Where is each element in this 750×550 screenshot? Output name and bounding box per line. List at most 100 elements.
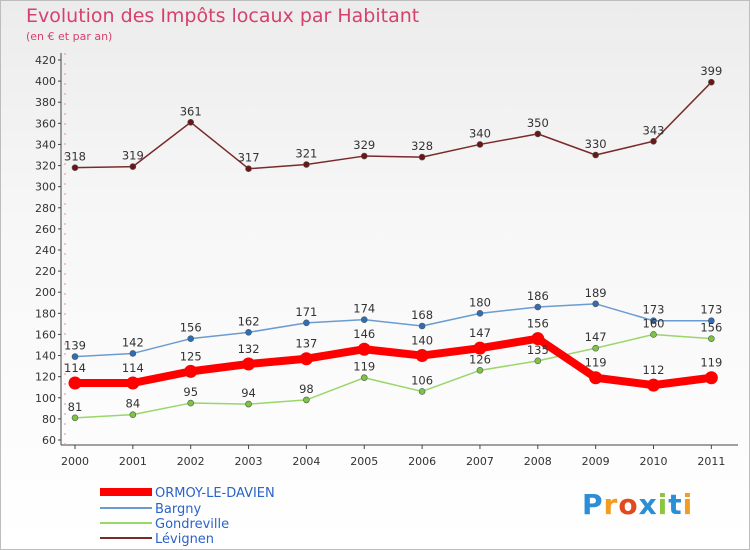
data-point [187, 335, 194, 342]
data-label: 343 [643, 123, 665, 137]
data-point [303, 396, 310, 404]
data-label: 84 [126, 397, 141, 411]
data-label: 174 [353, 302, 375, 316]
y-tick-label: 340 [35, 138, 56, 151]
data-label: 361 [180, 104, 202, 118]
y-tick-label: 140 [35, 350, 56, 363]
data-point [68, 376, 82, 390]
legend-label: Gondreville [155, 517, 229, 532]
data-label: 189 [585, 286, 607, 300]
y-tick-label: 200 [35, 286, 56, 299]
data-label: 132 [238, 342, 260, 356]
data-label: 114 [122, 361, 144, 375]
data-label: 329 [353, 138, 375, 152]
x-tick-label: 2005 [350, 455, 378, 468]
data-point [126, 376, 140, 390]
x-tick-label: 2009 [582, 455, 610, 468]
series-line-lévignen [74, 81, 713, 170]
data-point [71, 164, 79, 171]
data-point [129, 411, 137, 418]
chart-subtitle: (en € et par an) [26, 30, 113, 43]
data-point [418, 322, 426, 330]
data-point [650, 331, 657, 338]
legend-label: ORMOY-LE-DAVIEN [155, 486, 275, 501]
data-point [187, 399, 194, 407]
x-tick-label: 2006 [408, 455, 436, 468]
y-tick-label: 280 [35, 202, 56, 215]
data-label: 126 [469, 352, 491, 366]
data-point [534, 303, 542, 311]
data-point [303, 161, 310, 168]
data-point [245, 400, 252, 408]
data-point [708, 317, 715, 325]
data-label: 340 [469, 126, 491, 140]
data-label: 112 [643, 363, 665, 377]
data-label: 319 [122, 149, 144, 163]
data-point [418, 388, 426, 395]
y-tick-label: 300 [35, 181, 56, 194]
data-point [187, 118, 194, 126]
data-label: 399 [700, 64, 722, 78]
data-point [129, 350, 137, 357]
data-point [360, 316, 368, 323]
x-tick-label: 2002 [177, 455, 205, 468]
x-tick-label: 2010 [640, 455, 668, 468]
y-tick-label: 60 [42, 434, 56, 447]
data-label: 114 [64, 361, 86, 375]
data-point [71, 353, 79, 360]
y-tick-label: 120 [35, 371, 56, 384]
data-label: 156 [527, 317, 549, 331]
data-label: 156 [700, 321, 722, 335]
x-tick-label: 2007 [466, 455, 494, 468]
y-tick-label: 320 [35, 160, 56, 173]
data-label: 142 [122, 335, 144, 349]
series-line-gondreville [74, 333, 713, 419]
legend-label: Bargny [155, 502, 201, 517]
data-label: 139 [64, 339, 86, 353]
data-label: 95 [183, 385, 198, 399]
data-label: 106 [411, 373, 433, 387]
data-point [650, 317, 657, 325]
data-point [473, 341, 487, 355]
data-point [592, 344, 599, 352]
data-point [357, 342, 371, 356]
data-label: 350 [527, 116, 549, 130]
data-label: 321 [295, 147, 317, 161]
data-label: 125 [180, 349, 202, 363]
x-tick-label: 2008 [524, 455, 552, 468]
chart-title: Evolution des Impôts locaux par Habitant [26, 5, 420, 27]
data-point [592, 151, 599, 159]
data-point [476, 367, 484, 374]
data-point [129, 163, 137, 170]
data-label: 173 [643, 303, 665, 317]
x-tick-label: 2000 [61, 455, 89, 468]
series-line-bargny [74, 303, 713, 358]
data-label: 156 [180, 321, 202, 335]
x-tick-label: 2001 [119, 455, 147, 468]
data-point [476, 141, 484, 148]
data-point [531, 332, 545, 346]
data-label: 186 [527, 289, 549, 303]
data-label: 81 [68, 400, 83, 414]
data-point [415, 349, 429, 363]
data-label: 94 [241, 386, 256, 400]
data-point [589, 371, 603, 385]
y-tick-label: 160 [35, 328, 56, 341]
data-point [592, 300, 599, 308]
data-label: 330 [585, 137, 607, 151]
x-tick-label: 2003 [235, 455, 263, 468]
data-point [708, 335, 715, 342]
data-label: 140 [411, 334, 433, 348]
x-tick-label: 2004 [292, 455, 320, 468]
data-point [360, 152, 368, 160]
data-label: 162 [238, 314, 260, 328]
data-label: 146 [353, 327, 375, 341]
data-point [534, 130, 542, 138]
data-label: 317 [238, 151, 260, 165]
y-tick-label: 260 [35, 223, 56, 236]
data-point [360, 374, 368, 382]
data-label: 135 [527, 343, 549, 357]
data-point [242, 357, 256, 371]
